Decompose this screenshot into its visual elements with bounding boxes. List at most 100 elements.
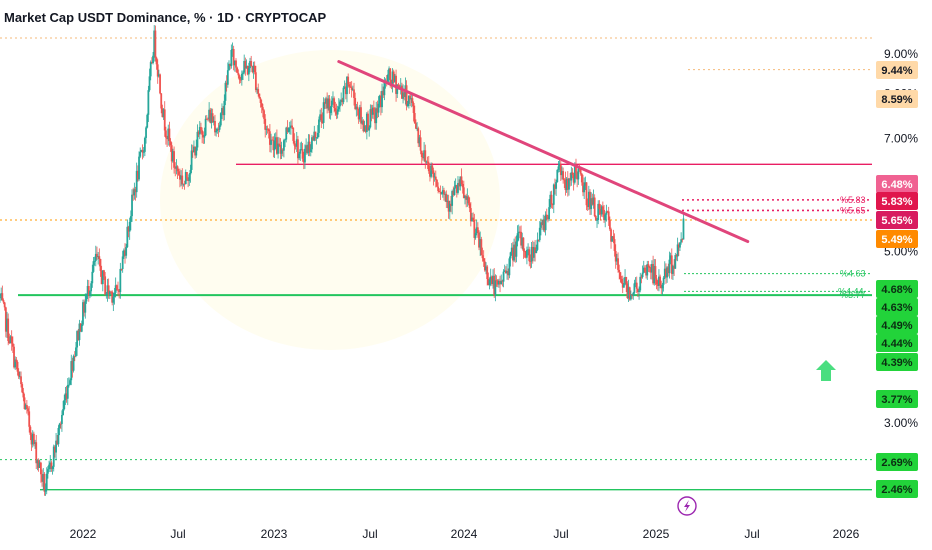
candle-body: [658, 276, 660, 286]
candle-body: [243, 60, 246, 73]
candle: [179, 168, 181, 188]
candle-body: [390, 79, 393, 86]
candle-body: [319, 114, 322, 120]
candle-body: [632, 292, 635, 296]
candle: [120, 268, 123, 271]
candle: [105, 292, 108, 299]
candle-body: [246, 66, 249, 75]
candle: [594, 215, 597, 222]
candle-body: [613, 239, 616, 252]
candle: [540, 218, 542, 236]
candle-body: [108, 291, 111, 295]
candle-body: [24, 405, 27, 409]
candle-body: [392, 71, 395, 82]
candle-body: [204, 118, 207, 136]
candle: [18, 371, 21, 380]
candle-body: [440, 193, 443, 195]
candle: [524, 250, 527, 259]
candle-body: [367, 113, 369, 131]
candle: [460, 168, 463, 187]
candle: [541, 219, 544, 230]
candle-body: [403, 92, 406, 97]
candle-body: [283, 140, 285, 151]
candle: [430, 162, 433, 179]
candle-body: [451, 191, 454, 206]
candle: [284, 138, 286, 148]
candle: [251, 65, 254, 74]
candle: [349, 81, 352, 88]
candle: [212, 116, 215, 126]
candle: [593, 194, 596, 218]
candle-body: [363, 125, 366, 132]
candle: [254, 65, 257, 93]
candle: [500, 274, 503, 285]
candle-body: [105, 293, 108, 296]
candle-body: [568, 178, 570, 190]
candle-body: [662, 277, 665, 285]
candle: [499, 275, 501, 293]
candle: [321, 112, 324, 124]
candle-body: [336, 109, 339, 115]
candle: [507, 268, 510, 281]
candle-body: [58, 423, 61, 428]
candle-body: [395, 75, 397, 94]
candle: [9, 335, 12, 344]
candle: [229, 63, 232, 70]
candle: [291, 118, 293, 129]
candle-body: [142, 151, 145, 153]
candle-body: [445, 193, 448, 203]
candle-body: [631, 294, 633, 296]
candle-body: [83, 302, 86, 313]
candle: [444, 191, 447, 202]
candle: [149, 60, 152, 81]
candle: [680, 232, 683, 245]
candle: [16, 360, 19, 376]
candle: [369, 104, 372, 129]
candle-body: [653, 266, 656, 284]
candle-body: [30, 434, 33, 445]
candle-body: [454, 185, 457, 188]
candle-body: [205, 118, 208, 120]
candle: [292, 127, 295, 144]
candle-body: [113, 292, 116, 297]
candle: [97, 251, 100, 265]
candle: [527, 243, 529, 256]
candle: [441, 185, 444, 198]
candle: [528, 246, 531, 267]
candle: [406, 100, 409, 108]
candle-body: [166, 137, 168, 140]
candle: [126, 219, 129, 249]
candle: [536, 232, 539, 252]
candle: [566, 171, 569, 197]
candle-body: [188, 174, 191, 181]
candle-body: [575, 164, 577, 173]
badge-label: 4.39%: [881, 357, 912, 369]
candle: [669, 252, 672, 265]
candle-body: [100, 270, 103, 285]
candle: [502, 269, 505, 288]
candle-body: [494, 280, 497, 296]
candle: [365, 112, 368, 140]
candle: [455, 184, 458, 198]
badge-label: 5.49%: [881, 234, 912, 246]
candle-body: [504, 270, 507, 274]
candle-body: [229, 63, 232, 67]
price-badge-6-48: 6.48%: [876, 175, 918, 193]
candle-body: [545, 214, 548, 217]
candle: [275, 129, 278, 155]
candle: [103, 269, 105, 281]
candle: [483, 258, 486, 272]
candle: [34, 439, 36, 449]
candle-body: [621, 282, 624, 288]
candle-body: [365, 113, 368, 133]
candle: [320, 107, 323, 129]
candle: [620, 275, 623, 284]
candle: [537, 239, 540, 242]
candle: [468, 197, 471, 213]
candle-body: [242, 72, 244, 74]
candle: [330, 96, 333, 116]
badge-label: 2.46%: [881, 484, 912, 496]
candle-body: [434, 176, 437, 180]
candle: [557, 160, 560, 173]
